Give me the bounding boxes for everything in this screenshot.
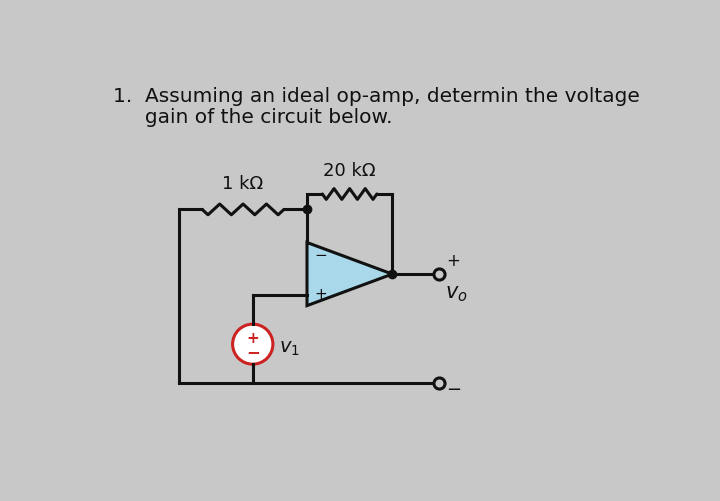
Text: 20 kΩ: 20 kΩ bbox=[323, 161, 376, 179]
Text: $v_o$: $v_o$ bbox=[445, 284, 467, 304]
Text: +: + bbox=[246, 330, 259, 345]
Text: +: + bbox=[446, 252, 460, 270]
Text: −: − bbox=[446, 380, 462, 398]
Text: gain of the circuit below.: gain of the circuit below. bbox=[113, 108, 392, 127]
Text: −: − bbox=[246, 342, 260, 360]
Text: 1 kΩ: 1 kΩ bbox=[222, 175, 264, 193]
Text: +: + bbox=[315, 286, 328, 301]
Text: −: − bbox=[315, 248, 328, 263]
Polygon shape bbox=[307, 243, 392, 306]
Circle shape bbox=[233, 325, 273, 364]
Text: 1.  Assuming an ideal op-amp, determin the voltage: 1. Assuming an ideal op-amp, determin th… bbox=[113, 87, 640, 106]
Text: $v_1$: $v_1$ bbox=[279, 338, 300, 357]
